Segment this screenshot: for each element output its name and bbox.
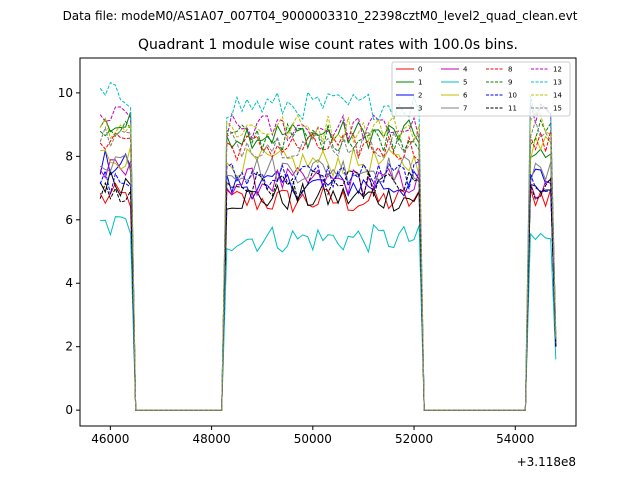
legend-label: 2 (418, 92, 422, 100)
legend-label: 10 (508, 92, 517, 100)
series-line-2 (99, 150, 557, 411)
x-tick-label: 50000 (294, 432, 332, 446)
chart-title: Quadrant 1 module wise count rates with … (138, 37, 518, 53)
y-tick-label: 4 (65, 276, 73, 290)
y-tick-label: 10 (58, 86, 73, 100)
series-line-12 (99, 102, 557, 411)
legend-label: 8 (508, 66, 512, 74)
x-tick-label: 54000 (496, 432, 534, 446)
legend-label: 5 (463, 79, 467, 87)
y-tick-label: 8 (65, 149, 73, 163)
series-line-10 (99, 160, 557, 411)
legend-label: 11 (508, 105, 517, 113)
legend-label: 12 (553, 66, 562, 74)
y-axis: 0 2 4 6 8 10 (58, 86, 80, 417)
y-tick-label: 0 (65, 403, 73, 417)
legend-label: 9 (508, 79, 512, 87)
y-tick-label: 2 (65, 340, 73, 354)
series-line-14 (99, 110, 557, 411)
series-line-5 (100, 216, 557, 411)
figure-suptitle: Data file: modeM0/AS1A07_007T04_90000033… (63, 9, 578, 23)
legend-label: 1 (418, 79, 422, 87)
series-line-11 (99, 170, 557, 411)
series-line-3 (99, 168, 557, 411)
legend-label: 0 (418, 66, 422, 74)
legend-label: 4 (463, 66, 468, 74)
x-tick-label: 52000 (395, 432, 433, 446)
series-line-8 (99, 130, 557, 411)
legend-label: 15 (553, 105, 562, 113)
x-axis: 46000 48000 50000 52000 54000 (91, 426, 534, 446)
legend-label: 3 (418, 105, 422, 113)
y-tick-label: 6 (65, 213, 73, 227)
series-line-4 (99, 159, 557, 411)
legend-label: 14 (553, 92, 562, 100)
x-offset-label: +3.118e8 (517, 455, 576, 469)
series-line-9 (99, 119, 557, 411)
x-tick-label: 48000 (192, 432, 230, 446)
legend-label: 7 (463, 105, 467, 113)
series-line-0 (99, 182, 557, 411)
legend-label: 6 (463, 92, 468, 100)
series-line-13 (99, 82, 557, 411)
legend-label: 13 (553, 79, 562, 87)
series-lines (99, 82, 557, 411)
axes-frame (79, 57, 577, 427)
x-tick-label: 46000 (91, 432, 129, 446)
series-line-15 (99, 119, 557, 411)
series-line-6 (100, 135, 557, 411)
series-line-1 (99, 111, 557, 411)
series-line-7 (99, 154, 557, 411)
legend-box (391, 61, 571, 117)
